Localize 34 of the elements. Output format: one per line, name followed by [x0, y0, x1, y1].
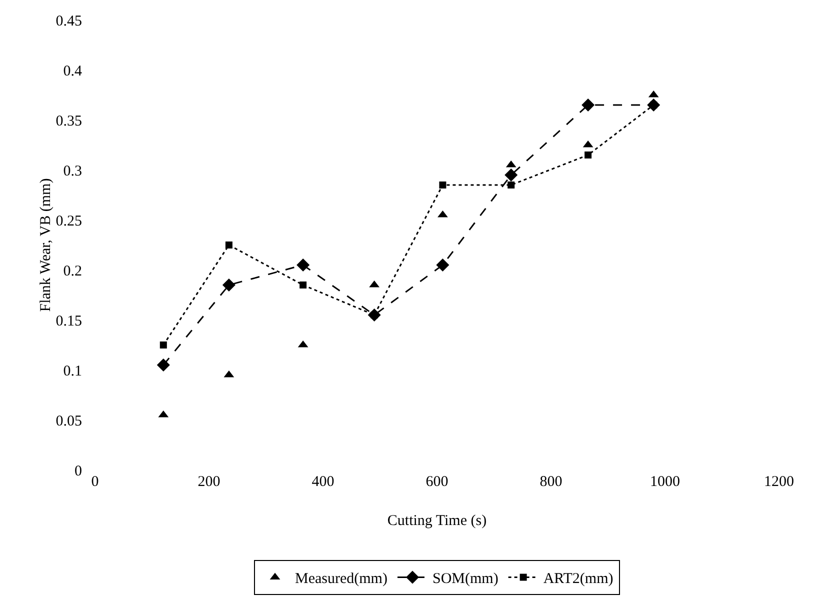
point [222, 278, 236, 292]
y-tick-label: 0.3 [63, 163, 82, 180]
y-tick-label: 0.2 [63, 263, 82, 280]
y-tick-label: 0.15 [56, 313, 82, 330]
y-axis-title: Flank Wear, VB (mm) [38, 178, 54, 312]
x-axis-title: Cutting Time (s) [387, 513, 487, 529]
x-tick-label: 1200 [764, 474, 794, 490]
x-tick-label: 800 [540, 474, 562, 490]
y-tick-label: 0.4 [63, 63, 82, 80]
y-tick-label: 0.1 [63, 363, 82, 380]
legend-label: ART2(mm) [543, 571, 614, 588]
x-tick-label: 600 [426, 474, 448, 490]
y-tick-label: 0.25 [56, 213, 82, 230]
y-tick-label: 0.35 [56, 113, 82, 130]
point [156, 358, 170, 372]
point [504, 168, 518, 182]
point [436, 258, 450, 272]
point [300, 282, 307, 288]
point [225, 242, 232, 248]
x-tick-label: 1000 [650, 474, 680, 490]
x-tick-label: 0 [91, 474, 99, 490]
point [439, 182, 446, 188]
point [160, 342, 167, 348]
x-tick-label: 200 [198, 474, 220, 490]
x-tick-label: 400 [312, 474, 334, 490]
y-tick-label: 0.05 [56, 413, 82, 430]
y-tick-label: 0 [74, 463, 82, 480]
point [582, 98, 595, 112]
y-tick-label: 0.45 [56, 13, 82, 30]
point [508, 182, 515, 188]
point [584, 152, 592, 158]
legend-label: Measured(mm) [295, 571, 388, 588]
point [296, 258, 310, 272]
legend-label: SOM(mm) [432, 571, 498, 588]
